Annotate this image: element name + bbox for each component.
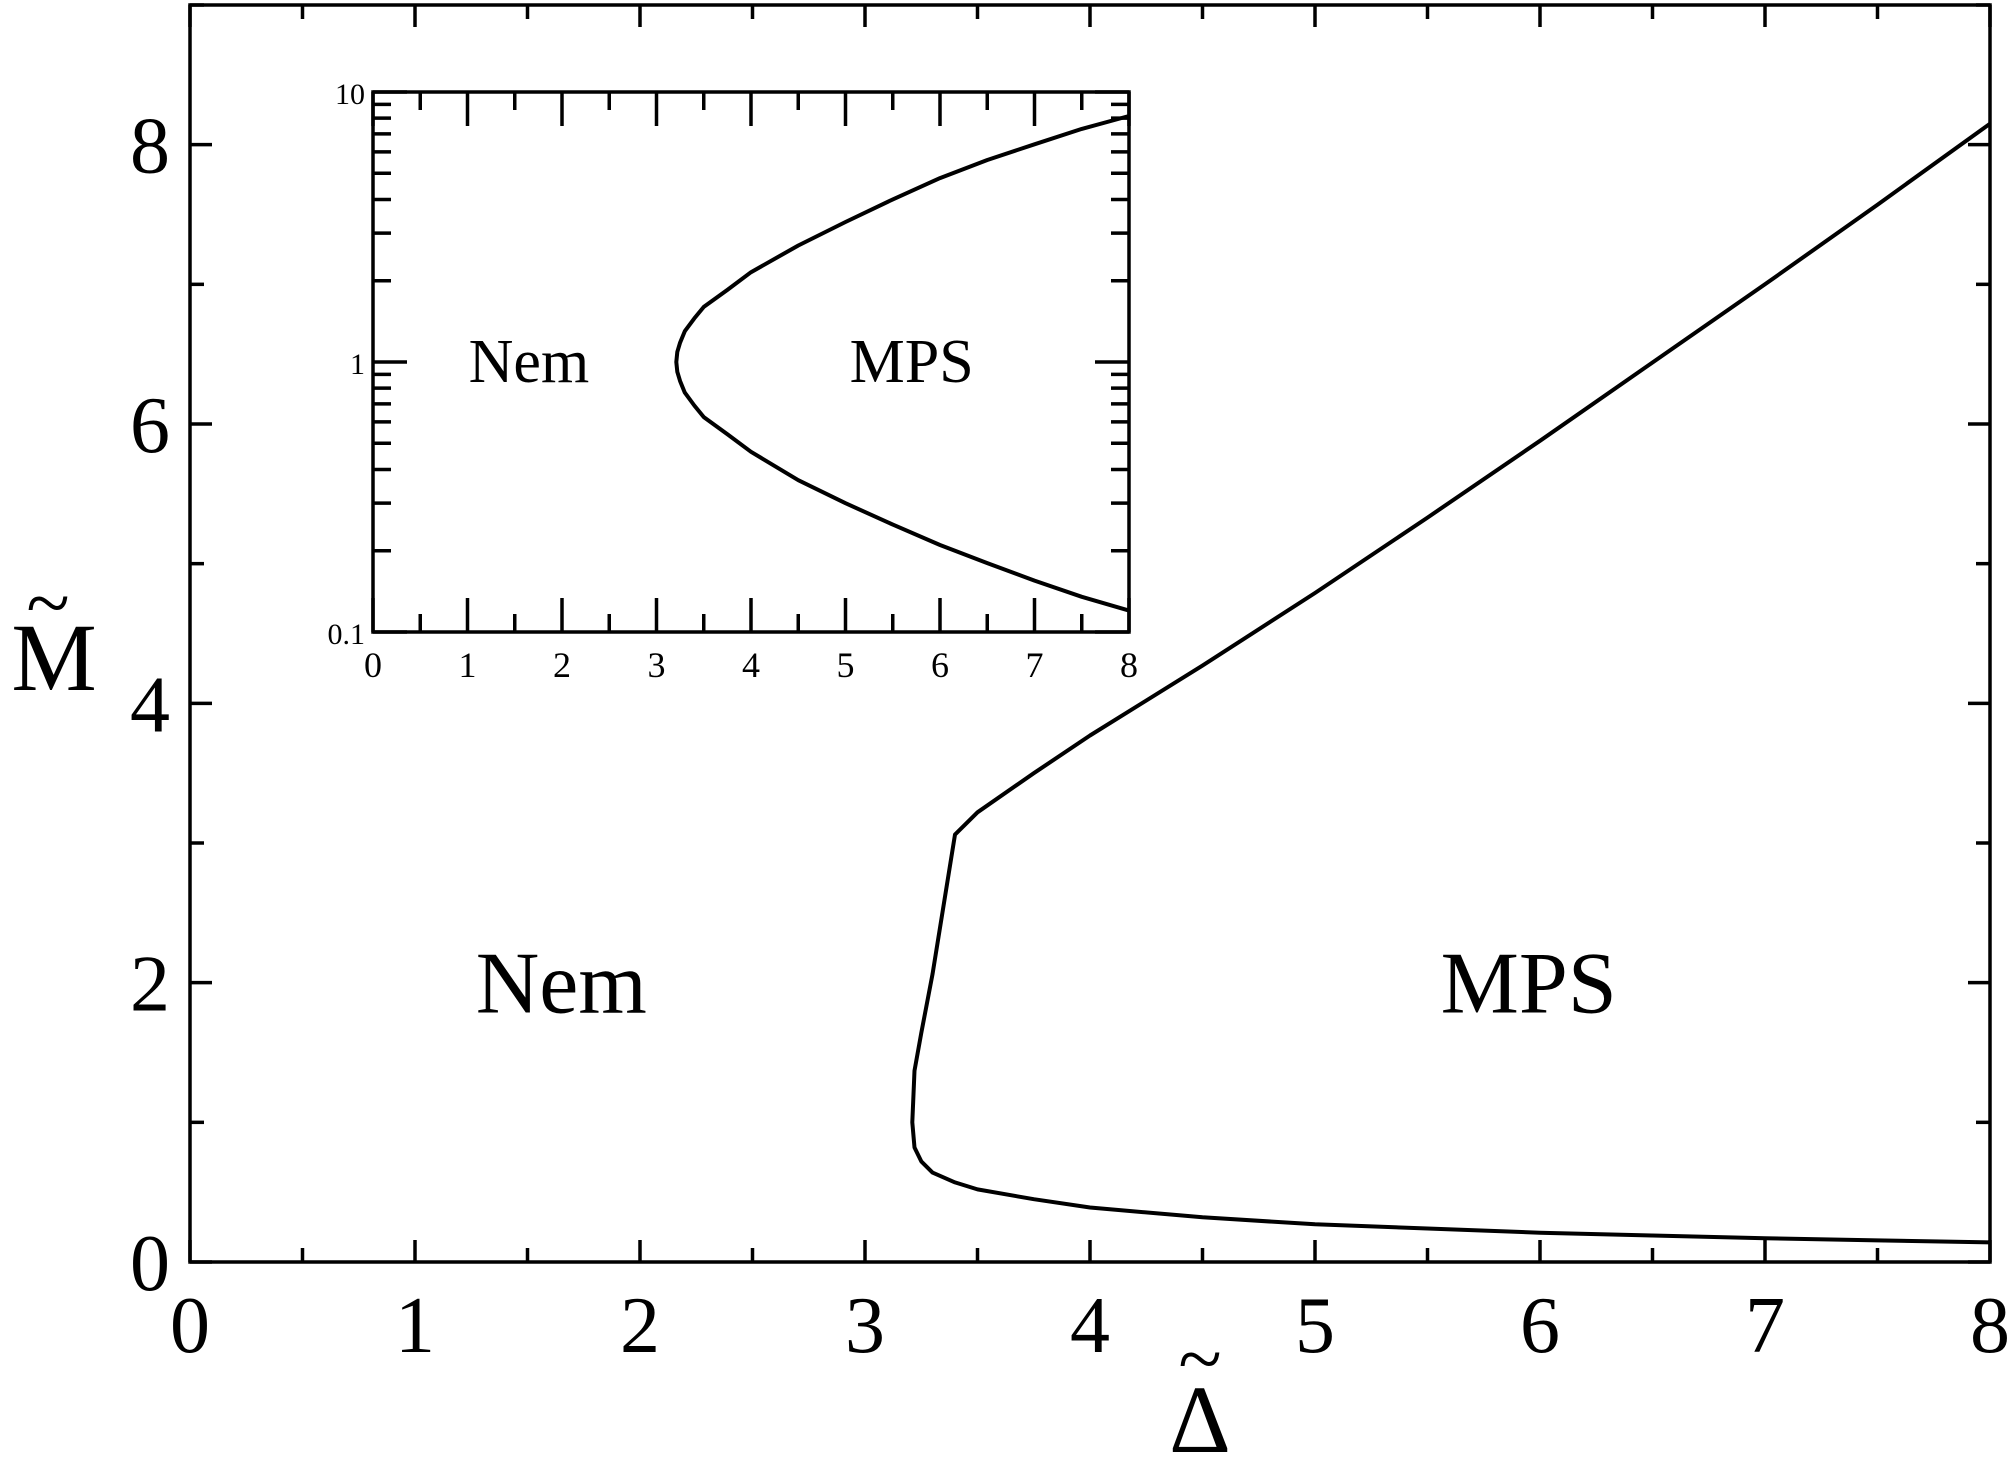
main-y-tick-label: 6 [130, 382, 170, 470]
inset-region-label: Nem [469, 328, 590, 396]
inset-x-tick-label: 8 [1120, 645, 1138, 685]
main-y-tick-label: 0 [130, 1220, 170, 1308]
main-x-axis-title-accent: ~ [1178, 1316, 1221, 1404]
inset-x-tick-label: 1 [459, 645, 477, 685]
main-x-tick-label: 5 [1295, 1282, 1335, 1370]
inset-y-tick-label: 10 [335, 78, 365, 111]
inset-y-tick-label: 1 [350, 348, 365, 381]
main-x-tick-label: 2 [620, 1282, 660, 1370]
main-x-tick-label: 6 [1520, 1282, 1560, 1370]
inset-phase-boundary-line [674, 114, 1130, 613]
main-x-tick-label: 7 [1745, 1282, 1785, 1370]
main-y-axis-title-accent: ~ [26, 560, 69, 648]
inset-x-tick-label: 2 [553, 645, 571, 685]
main-x-axis-title: Δ [1169, 1366, 1231, 1458]
inset-x-tick-label: 3 [648, 645, 666, 685]
main-x-tick-label: 4 [1070, 1282, 1110, 1370]
main-phase-boundary-line [910, 122, 1992, 1245]
inset-y-tick-label: 0.1 [328, 618, 366, 651]
main-region-label: MPS [1441, 936, 1617, 1033]
main-y-tick-label: 2 [130, 941, 170, 1029]
main-region-label: Nem [476, 936, 647, 1033]
main-y-axis-title: M [11, 604, 96, 711]
inset-x-tick-label: 7 [1026, 645, 1044, 685]
main-x-tick-label: 0 [170, 1282, 210, 1370]
inset-region-label: MPS [850, 328, 974, 396]
inset-x-tick-label: 4 [742, 645, 760, 685]
main-x-tick-label: 1 [395, 1282, 435, 1370]
main-y-tick-label: 8 [130, 103, 170, 191]
inset-plot: 0 1 2 3 4 5 6 7 8 0.1 1 10 Nem MPS [328, 78, 1139, 685]
main-y-tick-label: 4 [130, 661, 170, 749]
main-x-tick-label: 3 [845, 1282, 885, 1370]
main-x-tick-label: 8 [1970, 1282, 2010, 1370]
inset-x-tick-label: 5 [837, 645, 855, 685]
inset-x-tick-label: 0 [364, 645, 382, 685]
inset-x-tick-label: 6 [931, 645, 949, 685]
